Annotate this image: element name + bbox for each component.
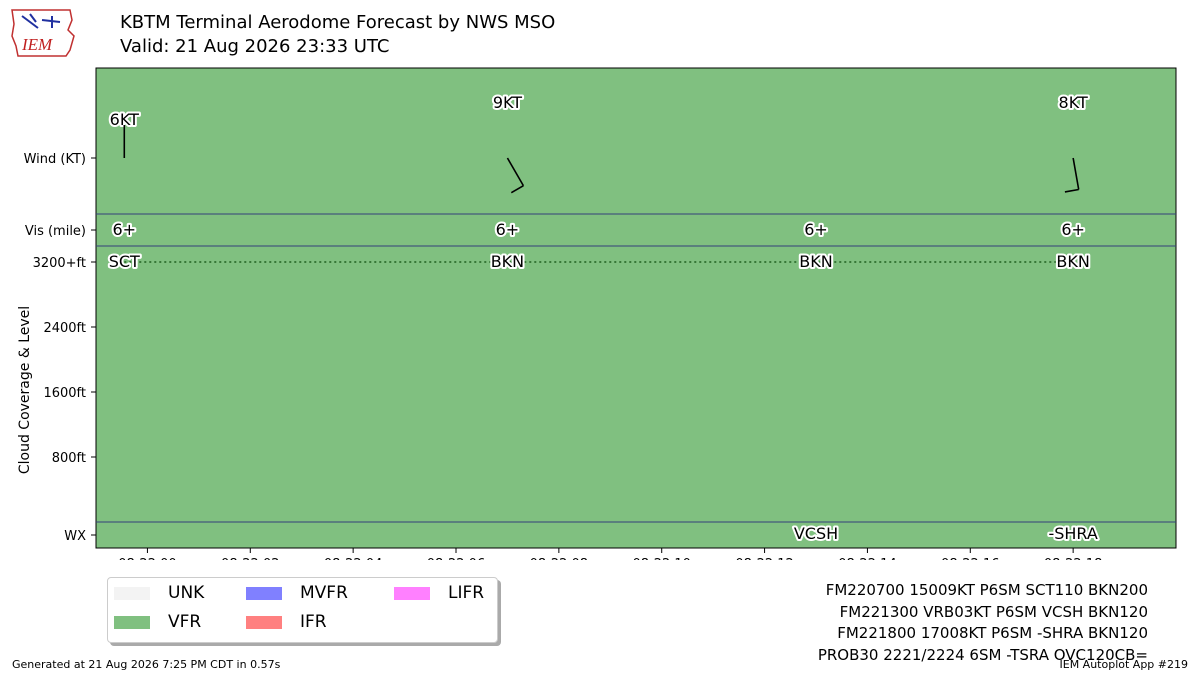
y-label-wx: WX [64, 529, 86, 544]
taf-line: PROB30 2221/2224 6SM -TSRA OVC120CB= [817, 645, 1148, 664]
legend: UNK VFR MVFR IFR LIFR [107, 577, 498, 643]
legend-item-lifr: LIFR [394, 583, 484, 603]
x-tick-label: 08-22 02 [221, 557, 279, 560]
taf-line: FM221300 VRB03KT P6SM VCSH BKN120 [839, 602, 1148, 621]
legend-swatch-lifr [394, 586, 430, 600]
x-tick-label: 08-22 12 [735, 557, 793, 560]
y-label-vis: Vis (mile) [25, 224, 86, 239]
visibility-label: 6+ [1061, 220, 1085, 239]
weather-label: VCSH [794, 524, 838, 543]
legend-label-ifr: IFR [300, 612, 327, 632]
taf-chart: Wind (KT) Vis (mile) WX 3200+ft 2400ft 1600ft… [17, 67, 1177, 560]
legend-swatch-mvfr [246, 586, 282, 600]
plot-area [95, 67, 1177, 549]
y-tick-label-cloud: 1600ft [43, 386, 86, 401]
wind-barb-shaft [1072, 157, 1080, 190]
legend-label-vfr: VFR [168, 612, 202, 632]
x-tick-label: 08-22 08 [530, 557, 588, 560]
x-tick-label: 08-22 10 [632, 557, 690, 560]
cloud-coverage-label: BKN [491, 252, 524, 271]
legend-label-unk: UNK [168, 583, 205, 603]
cloud-coverage-label: BKN [1056, 252, 1089, 271]
legend-item-ifr: IFR [246, 612, 327, 632]
legend-swatch-ifr [246, 615, 282, 629]
x-tick-label: 08-22 14 [838, 557, 896, 560]
x-tick-label: 08-22 06 [427, 557, 485, 560]
legend-label-lifr: LIFR [448, 583, 485, 603]
legend-item-mvfr: MVFR [246, 583, 348, 603]
visibility-label: 6+ [112, 220, 136, 239]
legend-swatch-unk [114, 586, 150, 600]
y-tick-label-cloud: 3200+ft [33, 256, 86, 271]
y-axis-label-cloud: Cloud Coverage & Level [17, 306, 33, 474]
x-tick-label: 08-22 00 [118, 557, 176, 560]
x-tick-label: 08-22 16 [941, 557, 999, 560]
wind-speed-label: 9KT [493, 93, 522, 112]
wind-barb-flag [510, 185, 524, 194]
wind-speed-label: 6KT [110, 110, 139, 129]
cloud-coverage-label: BKN [799, 252, 832, 271]
y-tick-label-cloud: 2400ft [43, 321, 86, 336]
weather-label: -SHRA [1048, 524, 1097, 543]
y-tick-label-cloud: 800ft [52, 451, 86, 466]
wind-barb-shaft [506, 157, 525, 187]
wind-speed-label: 8KT [1059, 93, 1088, 112]
legend-item-unk: UNK [114, 583, 204, 603]
y-label-wind: Wind (KT) [24, 152, 86, 167]
legend-item-vfr: VFR [114, 612, 201, 632]
app-footer: IEM Autoplot App #219 [1059, 658, 1189, 671]
legend-label-mvfr: MVFR [300, 583, 348, 603]
legend-swatch-vfr [114, 615, 150, 629]
generated-footer: Generated at 21 Aug 2026 7:25 PM CDT in … [12, 658, 281, 671]
wind-barb-flag [1064, 188, 1079, 193]
x-tick-label: 08-22 18 [1044, 557, 1102, 560]
iem-logo-icon: IEM [11, 9, 75, 57]
visibility-label: 6+ [804, 220, 828, 239]
x-tick-label: 08-22 04 [324, 557, 382, 560]
visibility-label: 6+ [496, 220, 520, 239]
cloud-coverage-label: SCT [109, 252, 140, 271]
taf-line: FM221800 17008KT P6SM -SHRA BKN120 [837, 624, 1148, 642]
chart-title: KBTM Terminal Aerodome Forecast by NWS M… [120, 12, 556, 33]
taf-line: FM220700 15009KT P6SM SCT110 BKN200 [825, 581, 1148, 599]
logo-text: IEM [21, 35, 53, 54]
taf-text: FM220700 15009KT P6SM SCT110 BKN200 FM22… [818, 580, 1148, 666]
chart-valid-time: Valid: 21 Aug 2026 23:33 UTC [120, 36, 390, 57]
